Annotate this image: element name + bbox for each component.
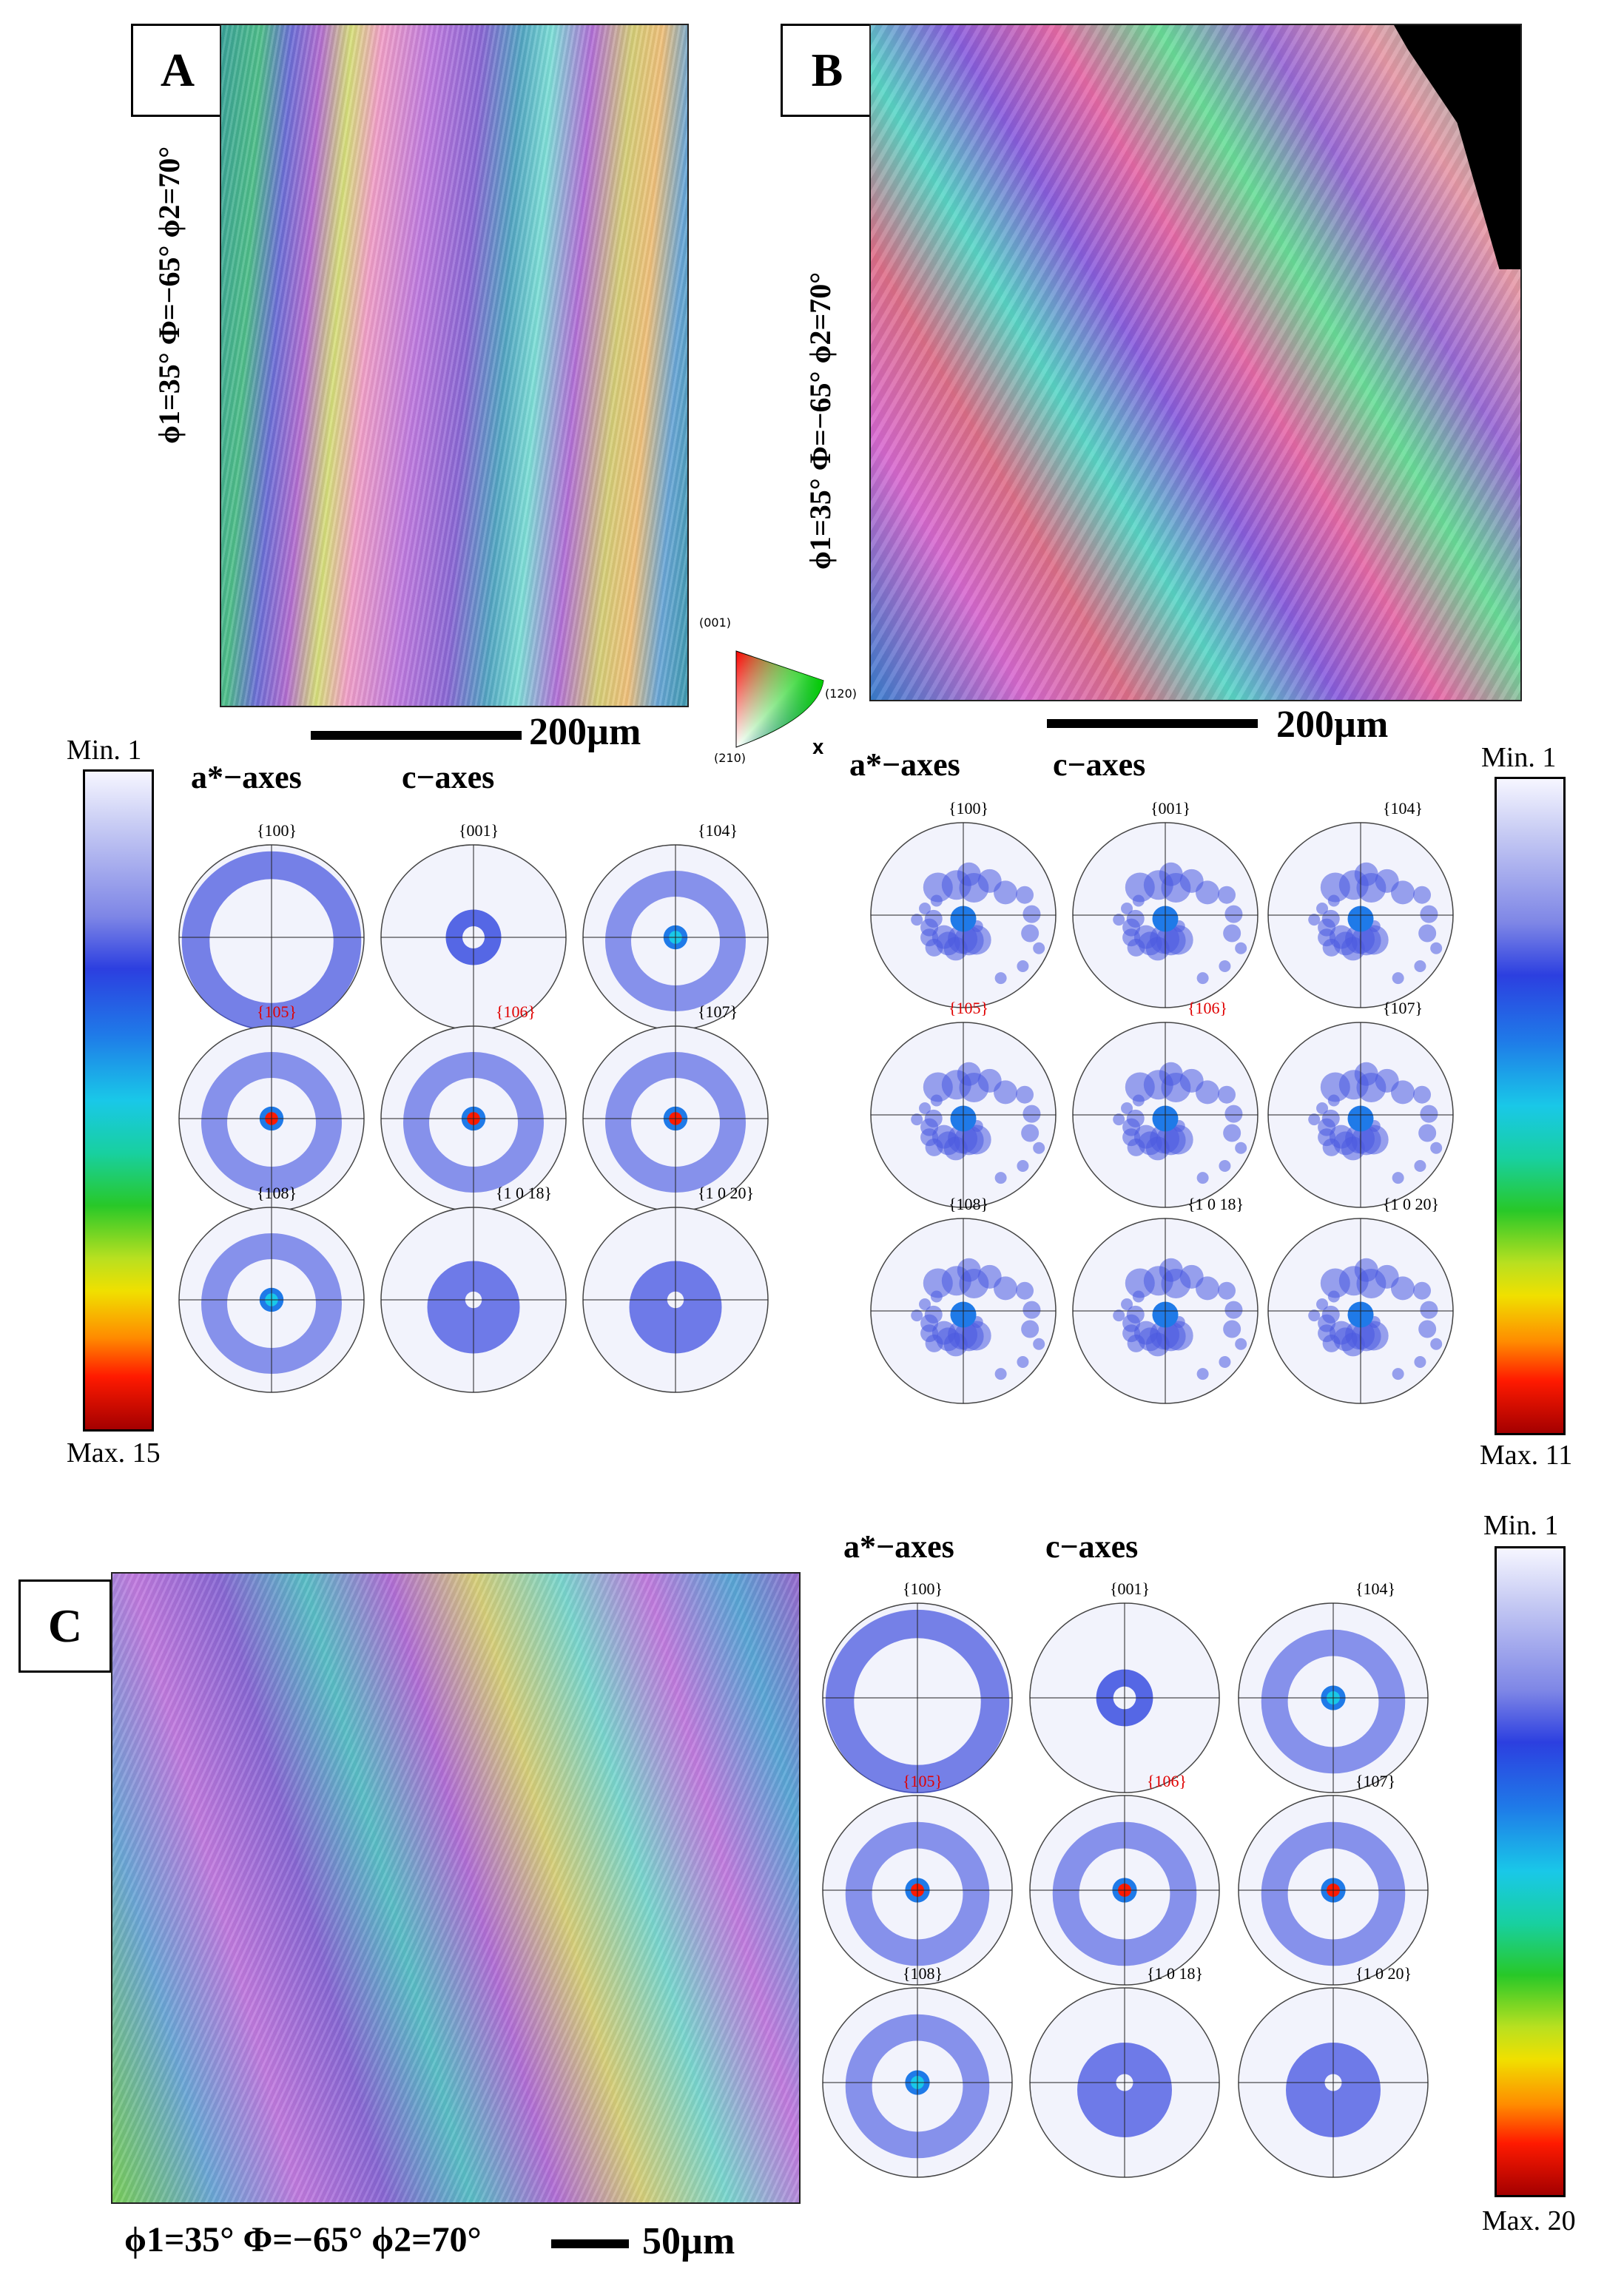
panel-c-euler-angles: ϕ1=35° Φ=−65° ϕ2=70°	[124, 2220, 482, 2259]
panel-a-scale-label: 200µm	[529, 711, 641, 753]
pole-figure: {1 0 18}	[1028, 1964, 1221, 2179]
panel-c-colorbar-min: Min. 1	[1483, 1510, 1559, 1541]
pole-figure-label: {100}	[257, 821, 297, 840]
pole-figure: {1 0 20}	[1267, 1195, 1455, 1405]
pole-figure-label: {1 0 20}	[1383, 1195, 1440, 1213]
pole-figure-label: {1 0 18}	[1187, 1195, 1244, 1213]
pole-figure: {107}	[582, 1002, 769, 1213]
pole-figure-label: {107}	[1355, 1772, 1396, 1790]
panel-b-c-axes-title: c−axes	[1053, 746, 1146, 783]
panel-a-colorbar	[83, 769, 154, 1432]
pole-figure-label: {1 0 18}	[1147, 1964, 1204, 1983]
pole-figure: {1 0 20}	[1237, 1964, 1429, 2179]
ipf-key-210: (210)	[714, 751, 747, 765]
pole-figure: {105}	[821, 1772, 1014, 1986]
panel-b-a-axes-title: a*−axes	[849, 746, 960, 783]
ipf-key-001: (001)	[699, 616, 732, 630]
pole-figure: {104}	[1267, 799, 1455, 1009]
panel-a-euler-angles: ϕ1=35° Φ=−65° ϕ2=70°	[152, 146, 186, 444]
pole-figure-label: {104}	[1383, 799, 1423, 817]
panel-b-scale-label: 200µm	[1276, 704, 1389, 746]
pole-figure-label: {001}	[1150, 799, 1191, 817]
ipf-color-key	[729, 636, 832, 758]
pole-figure: {106}	[380, 1002, 567, 1213]
pole-figure-label: {106}	[496, 1002, 536, 1021]
pole-figure: {100}	[178, 821, 365, 1031]
panel-a-label: A	[131, 24, 224, 117]
pole-figure: {105}	[178, 1002, 365, 1213]
pole-figure-label: {107}	[698, 1002, 738, 1021]
pole-figure: {100}	[869, 799, 1057, 1009]
panel-b-colorbar	[1495, 777, 1566, 1435]
panel-a-scale-bar	[311, 731, 522, 740]
pole-figure: {100}	[821, 1579, 1014, 1794]
pole-figure: {107}	[1237, 1772, 1429, 1986]
panel-b-label: B	[781, 24, 874, 117]
panel-a-ebsd-map	[220, 24, 689, 707]
pole-figure: {1 0 20}	[582, 1184, 769, 1394]
panel-b-colorbar-max: Max. 11	[1480, 1440, 1573, 1471]
panel-c-colorbar-max: Max. 20	[1482, 2205, 1576, 2236]
pole-figure: {106}	[1071, 999, 1259, 1209]
pole-figure-label: {108}	[949, 1195, 989, 1213]
pole-figure-label: {104}	[1355, 1579, 1396, 1598]
pole-figure: {001}	[1028, 1579, 1221, 1794]
pole-figure-label: {104}	[698, 821, 738, 840]
ipf-key-x: X	[812, 740, 824, 758]
pole-figure-label: {107}	[1383, 999, 1423, 1017]
pole-figure: {104}	[1237, 1579, 1429, 1794]
panel-b-ebsd-map	[869, 24, 1522, 701]
pole-figure-label: {1 0 20}	[698, 1184, 755, 1202]
panel-b-scale-bar	[1047, 719, 1258, 728]
pole-figure-label: {106}	[1187, 999, 1228, 1017]
pole-figure: {106}	[1028, 1772, 1221, 1986]
panel-a-c-axes-title: c−axes	[402, 759, 495, 795]
pole-figure: {108}	[869, 1195, 1057, 1405]
panel-c-label: C	[18, 1579, 112, 1673]
panel-c-a-axes-title: a*−axes	[843, 1528, 954, 1565]
pole-figure: {107}	[1267, 999, 1455, 1209]
pole-figure-label: {108}	[903, 1964, 943, 1983]
pole-figure-label: {100}	[903, 1579, 943, 1598]
pole-figure: {105}	[869, 999, 1057, 1209]
panel-c-ebsd-map	[111, 1572, 801, 2204]
pole-figure: {108}	[178, 1184, 365, 1394]
pole-figure-label: {100}	[949, 799, 989, 817]
pole-figure-label: {105}	[257, 1002, 297, 1021]
panel-b-euler-angles: ϕ1=35° Φ=−65° ϕ2=70°	[803, 272, 837, 570]
pole-figure: {001}	[1071, 799, 1259, 1009]
panel-a-colorbar-min: Min. 1	[67, 735, 142, 766]
pole-figure: {001}	[380, 821, 567, 1031]
pole-figure: {108}	[821, 1964, 1014, 2179]
ipf-key-120: (120)	[825, 687, 858, 701]
pole-figure-label: {105}	[903, 1772, 943, 1790]
pole-figure: {104}	[582, 821, 769, 1031]
panel-c-colorbar	[1495, 1546, 1566, 2197]
pole-figure-label: {1 0 20}	[1355, 1964, 1412, 1983]
panel-c-c-axes-title: c−axes	[1045, 1528, 1139, 1565]
panel-b-colorbar-min: Min. 1	[1481, 742, 1557, 773]
panel-c-scale-label: 50µm	[642, 2220, 735, 2262]
pole-figure: {1 0 18}	[380, 1184, 567, 1394]
pole-figure: {1 0 18}	[1071, 1195, 1259, 1405]
panel-a-a-axes-title: a*−axes	[191, 759, 302, 795]
panel-a-colorbar-max: Max. 15	[67, 1437, 161, 1469]
pole-figure-label: {001}	[1110, 1579, 1150, 1598]
pole-figure-label: {106}	[1147, 1772, 1187, 1790]
pole-figure-label: {1 0 18}	[496, 1184, 553, 1202]
pole-figure-label: {108}	[257, 1184, 297, 1202]
pole-figure-label: {105}	[949, 999, 989, 1017]
panel-c-scale-bar	[551, 2239, 629, 2248]
pole-figure-label: {001}	[459, 821, 499, 840]
